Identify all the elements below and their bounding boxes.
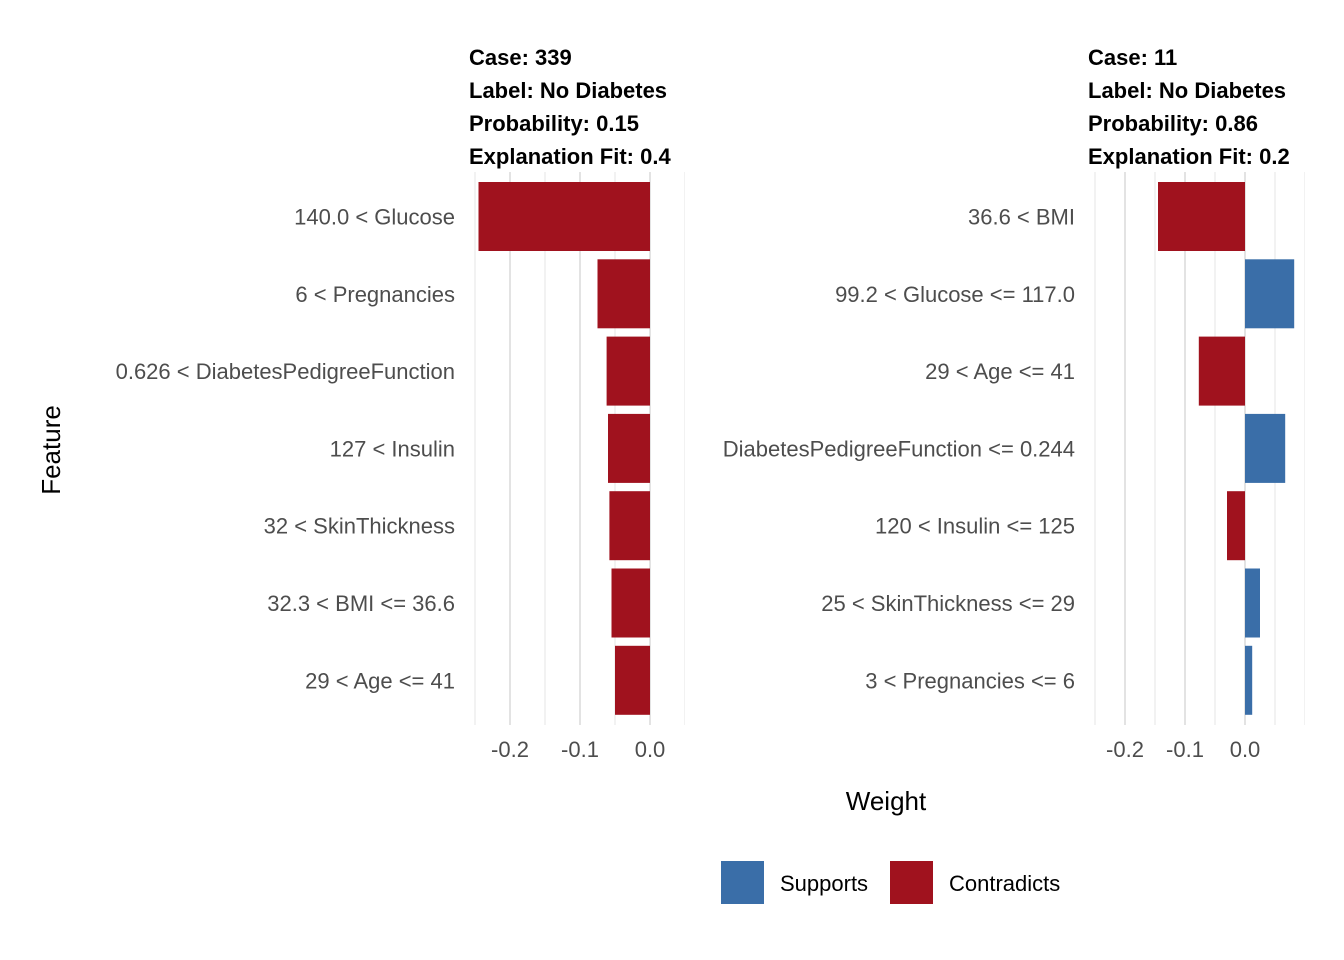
feature-label: 6 < Pregnancies <box>295 282 455 307</box>
gridlines <box>474 172 685 725</box>
legend-swatch-contradicts <box>890 861 933 904</box>
panel-2: Case: 11 Label: No Diabetes Probability: 0… <box>723 45 1305 762</box>
feature-label: 3 < Pregnancies <= 6 <box>865 668 1075 693</box>
bar-contradicts <box>609 491 650 561</box>
bar-contradicts <box>615 645 650 715</box>
bar-contradicts <box>597 259 650 329</box>
legend-label-supports: Supports <box>780 871 868 896</box>
feature-label: 29 < Age <= 41 <box>305 668 455 693</box>
panel-1: Case: 339 Label: No Diabetes Probability: … <box>116 45 685 762</box>
x-tick-label: 0.0 <box>1230 737 1261 762</box>
feature-label: 120 < Insulin <= 125 <box>875 514 1075 539</box>
panel-header-label-label: Label: No Diabetes <box>1088 78 1286 103</box>
feature-label: 29 < Age <= 41 <box>925 359 1075 384</box>
bar-contradicts <box>608 413 650 483</box>
bar-supports <box>1245 568 1260 638</box>
panel-header-case-label: Case: 339 <box>469 45 572 70</box>
x-tick-label: 0.0 <box>635 737 666 762</box>
legend: Supports Contradicts <box>721 861 1060 904</box>
feature-label: 32.3 < BMI <= 36.6 <box>267 591 455 616</box>
legend-swatch-supports <box>721 861 764 904</box>
y-axis-title: Feature <box>36 405 66 495</box>
x-tick-label: -0.1 <box>1166 737 1204 762</box>
panel-header-fit-label: Explanation Fit: 0.2 <box>1088 144 1290 169</box>
bar-supports <box>1245 413 1286 483</box>
bar-contradicts <box>478 182 650 251</box>
feature-label: DiabetesPedigreeFunction <= 0.244 <box>723 436 1075 461</box>
panel-header: Case: 339 Label: No Diabetes Probability: … <box>469 45 671 169</box>
feature-label: 127 < Insulin <box>330 436 455 461</box>
panel-header-case-label: Case: 11 <box>1088 45 1177 70</box>
feature-label: 32 < SkinThickness <box>264 514 455 539</box>
panel-header-fit-label: Explanation Fit: 0.4 <box>469 144 671 169</box>
panels: Case: 339 Label: No Diabetes Probability: … <box>116 45 1305 762</box>
feature-label: 36.6 < BMI <box>968 205 1075 230</box>
feature-label: 99.2 < Glucose <= 117.0 <box>835 282 1075 307</box>
panel-header-label-label: Label: No Diabetes <box>469 78 667 103</box>
x-tick-label: -0.2 <box>491 737 529 762</box>
bar-supports <box>1245 645 1253 715</box>
panel-header-probability-label: Probability: 0.15 <box>469 111 639 136</box>
x-tick-label: -0.1 <box>561 737 599 762</box>
bar-contradicts <box>1227 491 1245 561</box>
bar-supports <box>1245 259 1295 329</box>
panel-header-probability-label: Probability: 0.86 <box>1088 111 1258 136</box>
x-axis-title: Weight <box>846 786 927 816</box>
bar-contradicts <box>1158 182 1245 251</box>
feature-label: 0.626 < DiabetesPedigreeFunction <box>116 359 455 384</box>
legend-label-contradicts: Contradicts <box>949 871 1060 896</box>
bar-contradicts <box>1198 336 1245 406</box>
feature-label: 25 < SkinThickness <= 29 <box>821 591 1075 616</box>
x-tick-label: -0.2 <box>1106 737 1144 762</box>
panel-header: Case: 11 Label: No Diabetes Probability: 0… <box>1088 45 1290 169</box>
bar-contradicts <box>611 568 650 638</box>
bar-contradicts <box>606 336 650 406</box>
feature-label: 140.0 < Glucose <box>294 205 455 230</box>
